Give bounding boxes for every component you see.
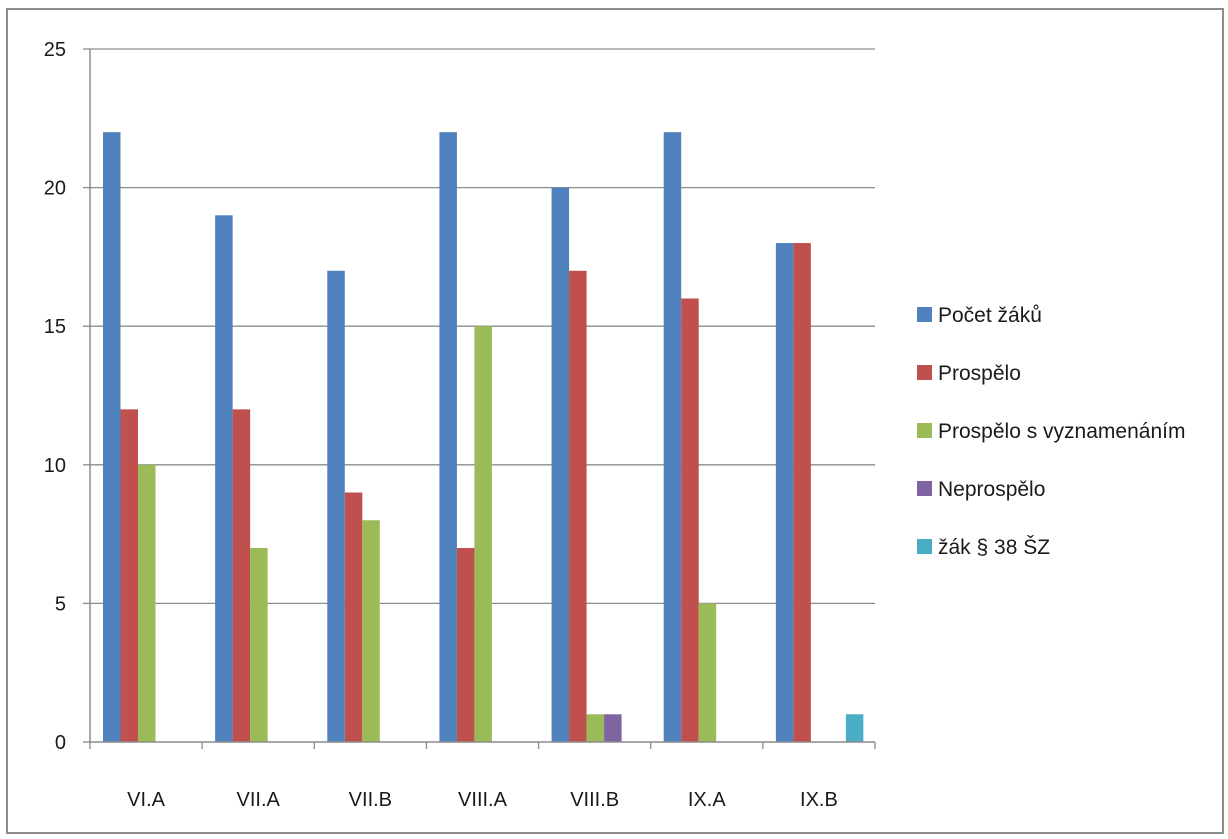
- bar-VI.A-series-1: [120, 409, 138, 742]
- x-tick-label: VIII.B: [570, 789, 619, 811]
- x-tick-label: VII.B: [349, 789, 392, 811]
- x-tick-labels: VI.A VII.A VII.B VIII.A VIII.B IX.A IX.B: [127, 789, 838, 811]
- bar-VIII.B-series-3: [604, 714, 622, 742]
- bars: [103, 132, 864, 743]
- bar-IX.B-series-4: [845, 714, 864, 742]
- bar-VIII.B-series-2: [586, 714, 605, 742]
- x-tick-label: VII.A: [237, 789, 281, 811]
- bar-VII.B-series-2: [362, 520, 380, 742]
- bar-IX.A-series-2: [698, 603, 717, 742]
- y-tick-label: 15: [44, 316, 66, 338]
- bar-VIII.B-series-0: [551, 187, 570, 743]
- x-tick-label: IX.B: [800, 789, 838, 811]
- chart-frame: [6, 8, 1224, 834]
- bar-IX.A-series-1: [681, 298, 699, 742]
- legend-label: žák § 38 ŠZ: [938, 536, 1050, 559]
- bar-VIII.A-series-1: [456, 547, 475, 742]
- y-tick-label: 25: [44, 39, 66, 61]
- legend-label: Prospělo: [938, 362, 1021, 385]
- bar-VIII.A-series-0: [439, 132, 457, 742]
- axes: [83, 48, 876, 749]
- legend-label: Prospělo s vyznamenáním: [938, 420, 1185, 443]
- bar-VII.A-series-0: [215, 215, 233, 742]
- bar-IX.B-series-0: [775, 243, 794, 743]
- legend-swatch: [917, 481, 932, 496]
- y-tick-label: 20: [44, 178, 66, 200]
- x-tick-label: VI.A: [127, 789, 165, 811]
- x-tick-label: IX.A: [688, 789, 726, 811]
- y-tick-labels: 0 5 10 15 20 25: [44, 39, 66, 754]
- bar-VI.A-series-2: [138, 464, 156, 742]
- legend-label: Neprospělo: [938, 478, 1045, 501]
- bar-VIII.B-series-1: [569, 270, 587, 742]
- bar-VII.A-series-2: [250, 547, 268, 742]
- y-tick-label: 5: [55, 593, 66, 615]
- bar-VI.A-series-0: [103, 132, 121, 742]
- bar-VIII.A-series-2: [474, 326, 492, 742]
- bar-VII.B-series-0: [327, 270, 345, 742]
- bar-IX.B-series-1: [793, 243, 811, 743]
- x-tick-label: VIII.A: [458, 789, 508, 811]
- legend-swatch: [917, 423, 932, 438]
- bar-VII.B-series-1: [344, 492, 363, 742]
- legend-swatch: [917, 539, 932, 554]
- legend-label: Počet žáků: [938, 304, 1042, 327]
- legend: Počet žáků Prospělo Prospělo s vyznamenání…: [917, 304, 1185, 559]
- bar-IX.A-series-0: [663, 132, 682, 742]
- y-tick-label: 10: [44, 455, 66, 477]
- legend-swatch: [917, 365, 932, 380]
- bar-VII.A-series-1: [232, 409, 251, 742]
- legend-swatch: [917, 307, 932, 322]
- y-tick-label: 0: [55, 732, 66, 754]
